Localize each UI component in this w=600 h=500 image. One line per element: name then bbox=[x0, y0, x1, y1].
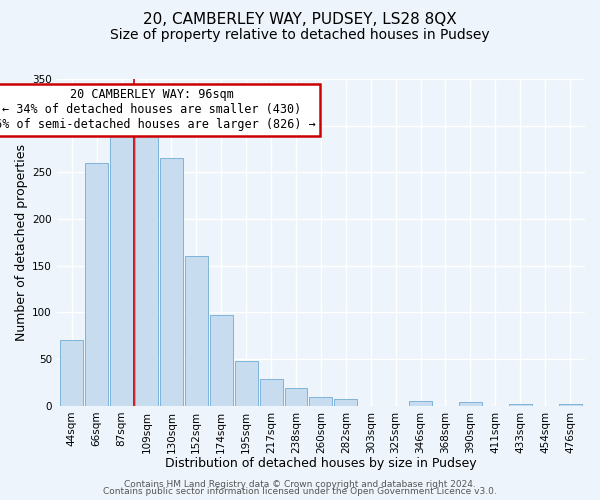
Text: Contains public sector information licensed under the Open Government Licence v3: Contains public sector information licen… bbox=[103, 488, 497, 496]
X-axis label: Distribution of detached houses by size in Pudsey: Distribution of detached houses by size … bbox=[165, 457, 477, 470]
Bar bbox=[409, 401, 432, 406]
Bar bbox=[260, 379, 283, 406]
Bar bbox=[459, 402, 482, 406]
Y-axis label: Number of detached properties: Number of detached properties bbox=[15, 144, 28, 341]
Text: Contains HM Land Registry data © Crown copyright and database right 2024.: Contains HM Land Registry data © Crown c… bbox=[124, 480, 476, 489]
Bar bbox=[310, 396, 332, 406]
Text: 20 CAMBERLEY WAY: 96sqm
← 34% of detached houses are smaller (430)
66% of semi-d: 20 CAMBERLEY WAY: 96sqm ← 34% of detache… bbox=[0, 88, 316, 132]
Bar bbox=[110, 130, 133, 406]
Bar bbox=[85, 163, 108, 406]
Text: Size of property relative to detached houses in Pudsey: Size of property relative to detached ho… bbox=[110, 28, 490, 42]
Bar bbox=[235, 361, 257, 406]
Bar bbox=[559, 404, 581, 406]
Text: 20, CAMBERLEY WAY, PUDSEY, LS28 8QX: 20, CAMBERLEY WAY, PUDSEY, LS28 8QX bbox=[143, 12, 457, 28]
Bar bbox=[160, 158, 183, 406]
Bar bbox=[334, 400, 357, 406]
Bar bbox=[60, 340, 83, 406]
Bar bbox=[284, 388, 307, 406]
Bar bbox=[135, 130, 158, 406]
Bar bbox=[185, 256, 208, 406]
Bar bbox=[509, 404, 532, 406]
Bar bbox=[210, 316, 233, 406]
